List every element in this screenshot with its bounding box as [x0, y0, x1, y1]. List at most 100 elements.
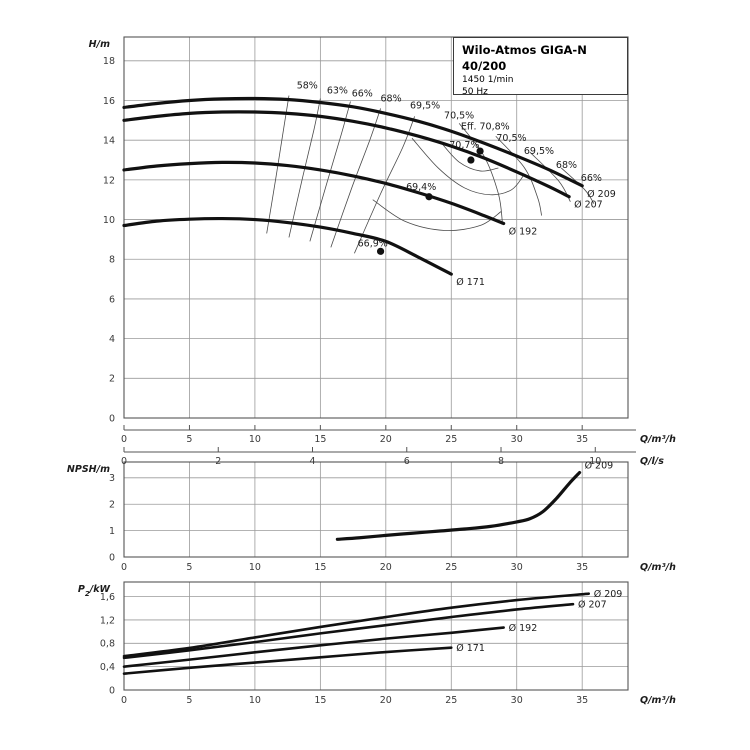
npsh-ytick-label: 2 — [109, 500, 115, 511]
npsh-ytick-label: 0 — [109, 552, 115, 563]
head-xtick-label-primary: 30 — [511, 434, 523, 445]
efficiency-label: Eff. 70,8% — [461, 121, 510, 132]
head-xtick-label-secondary: 0 — [121, 456, 127, 467]
iso-efficiency-line — [309, 101, 351, 242]
iso-efficiency-arc — [440, 141, 499, 172]
head-axis-title: H/m — [89, 39, 110, 50]
npsh-ytick-label: 1 — [109, 526, 115, 537]
iso-efficiency-line — [560, 167, 595, 204]
head-curve-207 — [122, 110, 571, 199]
power-xtick-label: 35 — [576, 695, 588, 706]
npsh-xtick-label: 30 — [511, 562, 523, 573]
npsh-xtick-label: 15 — [314, 562, 326, 573]
power-xtick-label: 5 — [186, 695, 192, 706]
head-ytick-label: 18 — [103, 56, 115, 67]
head-ytick-label: 0 — [109, 413, 115, 424]
power-curve-207 — [122, 602, 575, 660]
head-xtick-label-primary: 0 — [121, 434, 127, 445]
head-xtick-label-secondary: 8 — [498, 456, 504, 467]
npsh-xtick-label: 0 — [121, 562, 127, 573]
head-curve-192 — [122, 160, 506, 226]
power-curve-171 — [122, 646, 453, 675]
head-ytick-label: 4 — [109, 334, 115, 345]
efficiency-label: 69,5% — [524, 146, 554, 157]
npsh-xaxis-title: Q/m³/h — [640, 562, 676, 573]
power-curve-192 — [122, 626, 505, 668]
npsh-xtick-label: 10 — [249, 562, 261, 573]
efficiency-label: 69,4% — [406, 182, 436, 193]
efficiency-label: 69,5% — [410, 100, 440, 111]
head-ytick-label: 14 — [103, 136, 115, 147]
power-xaxis-title: Q/m³/h — [640, 695, 676, 706]
panel-frame-power — [123, 581, 629, 691]
head-xaxis-title-primary: Q/m³/h — [640, 434, 676, 445]
power-curve-209 — [122, 592, 591, 658]
efficiency-label: 70,5% — [496, 133, 526, 144]
npsh-curve-209 — [335, 470, 582, 541]
head-xaxis-title-secondary: Q/l/s — [640, 456, 664, 467]
efficiency-label: 66% — [581, 173, 602, 184]
duty-point-marker — [425, 193, 433, 201]
power-curve-label-207: Ø 207 — [578, 600, 607, 611]
npsh-axis-title: NPSH/m — [67, 464, 110, 475]
iso-efficiency-line — [330, 108, 381, 248]
efficiency-label: 58% — [297, 81, 318, 92]
head-ytick-label: 6 — [109, 294, 115, 305]
efficiency-label: 63% — [327, 86, 348, 97]
frequency-label: 50 Hz — [462, 87, 488, 98]
power-xtick-label: 15 — [314, 695, 326, 706]
head-curve-171 — [122, 216, 453, 276]
head-curve-label-171: Ø 171 — [456, 277, 485, 288]
efficiency-label: 68% — [380, 93, 401, 104]
iso-efficiency-line — [288, 98, 321, 238]
head-ytick-label: 10 — [103, 215, 115, 226]
power-xtick-label: 30 — [511, 695, 523, 706]
npsh-xtick-label: 25 — [445, 562, 457, 573]
duty-point-marker — [476, 147, 484, 155]
power-curve-label-171: Ø 171 — [456, 643, 485, 654]
efficiency-label: 68% — [556, 160, 577, 171]
head-curve-label-207: Ø 207 — [574, 200, 603, 211]
iso-efficiency-line — [354, 116, 415, 254]
power-xtick-label: 20 — [380, 695, 392, 706]
panel-frame-head — [123, 36, 629, 419]
head-ytick-label: 2 — [109, 374, 115, 385]
head-ytick-label: 16 — [103, 96, 115, 107]
head-xtick-label-primary: 15 — [314, 434, 326, 445]
duty-point-marker — [467, 156, 475, 164]
head-xtick-label-primary: 10 — [249, 434, 261, 445]
power-ytick-label: 0,8 — [100, 639, 115, 650]
head-ytick-label: 8 — [109, 255, 115, 266]
npsh-xtick-label: 35 — [576, 562, 588, 573]
iso-efficiency-arc — [411, 137, 524, 196]
title-box: Wilo-Atmos GIGA-N 40/200 1450 1/min 50 H… — [453, 37, 628, 98]
npsh-xtick-label: 20 — [380, 562, 392, 573]
head-xtick-label-primary: 20 — [380, 434, 392, 445]
head-xtick-label-secondary: 2 — [215, 456, 221, 467]
iso-efficiency-line — [495, 135, 542, 216]
efficiency-label: 70,5% — [444, 110, 474, 121]
power-ytick-label: 0,4 — [100, 662, 115, 673]
power-ytick-label: 1,2 — [100, 615, 115, 626]
power-ytick-label: 1,6 — [100, 592, 115, 603]
iso-efficiency-line — [266, 95, 290, 234]
power-xtick-label: 25 — [445, 695, 457, 706]
npsh-ytick-label: 3 — [109, 473, 115, 484]
head-xtick-label-primary: 5 — [186, 434, 192, 445]
head-xtick-label-primary: 25 — [445, 434, 457, 445]
efficiency-label: 66,9% — [358, 238, 388, 249]
head-curve-209 — [122, 96, 584, 188]
power-curve-label-209: Ø 209 — [594, 589, 623, 600]
iso-efficiency-arc — [372, 199, 502, 231]
product-title: Wilo-Atmos GIGA-N 40/200 — [462, 43, 587, 73]
head-xtick-label-secondary: 6 — [404, 456, 410, 467]
power-xtick-label: 10 — [249, 695, 261, 706]
power-xtick-label: 0 — [121, 695, 127, 706]
head-curve-label-209: Ø 209 — [587, 189, 616, 200]
head-xtick-label-secondary: 10 — [589, 456, 601, 467]
power-curve-label-192: Ø 192 — [509, 623, 538, 634]
head-ytick-label: 12 — [103, 175, 115, 186]
head-curve-label-192: Ø 192 — [509, 227, 538, 238]
npsh-curve-label-209: Ø 209 — [585, 461, 614, 472]
